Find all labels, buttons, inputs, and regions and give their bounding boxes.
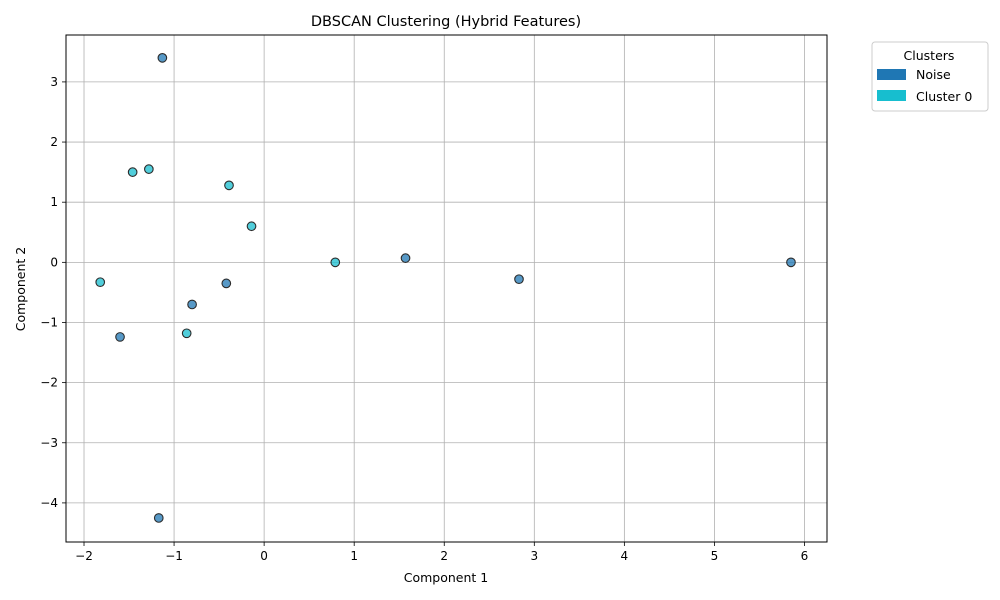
point-cluster-0 (246, 221, 257, 232)
y-tick-label: −3 (40, 436, 58, 450)
legend-label-cluster-0: Cluster 0 (916, 89, 972, 104)
x-tick-label: −2 (75, 549, 93, 563)
point-noise (400, 253, 411, 263)
x-axis: −2 −1 0 1 2 3 4 5 6 (75, 542, 808, 563)
legend-swatch-noise (877, 69, 906, 80)
legend: Clusters Noise Cluster 0 (871, 41, 989, 112)
point-cluster-0 (95, 277, 106, 288)
points (95, 53, 796, 523)
point-cluster-0 (127, 167, 138, 177)
point-cluster-0 (181, 328, 192, 339)
point-noise (187, 299, 197, 310)
y-tick-label: 2 (50, 135, 58, 149)
x-tick-label: 3 (530, 549, 538, 563)
y-tick-label: 3 (50, 75, 58, 89)
point-cluster-0 (330, 257, 341, 268)
x-tick-label: 2 (440, 549, 448, 563)
x-tick-label: 6 (801, 549, 809, 563)
grid (66, 35, 827, 542)
legend-title: Clusters (904, 48, 955, 63)
x-tick-label: 0 (260, 549, 268, 563)
legend-label-noise: Noise (916, 67, 951, 82)
chart-title: DBSCAN Clustering (Hybrid Features) (311, 14, 581, 30)
y-axis-label: Component 2 (13, 247, 28, 332)
x-axis-label: Component 1 (404, 570, 489, 585)
point-cluster-0 (144, 164, 154, 174)
y-tick-label: −1 (40, 315, 58, 329)
point-noise (786, 257, 796, 268)
y-tick-label: 1 (50, 195, 58, 209)
point-cluster-0 (224, 180, 234, 191)
x-tick-label: 4 (621, 549, 629, 563)
plot-area (65, 34, 828, 543)
y-axis: −4 −3 −2 −1 0 1 2 3 (40, 75, 66, 510)
y-tick-label: −2 (40, 376, 58, 390)
y-tick-label: 0 (50, 255, 58, 269)
x-tick-label: 1 (350, 549, 358, 563)
x-tick-label: −1 (165, 549, 183, 563)
point-noise (514, 274, 524, 285)
x-tick-label: 5 (711, 549, 719, 563)
point-noise (157, 53, 168, 63)
point-noise (153, 513, 164, 523)
y-tick-label: −4 (40, 496, 58, 510)
point-noise (115, 332, 125, 342)
legend-swatch-cluster-0 (877, 90, 906, 101)
point-noise (221, 278, 232, 289)
